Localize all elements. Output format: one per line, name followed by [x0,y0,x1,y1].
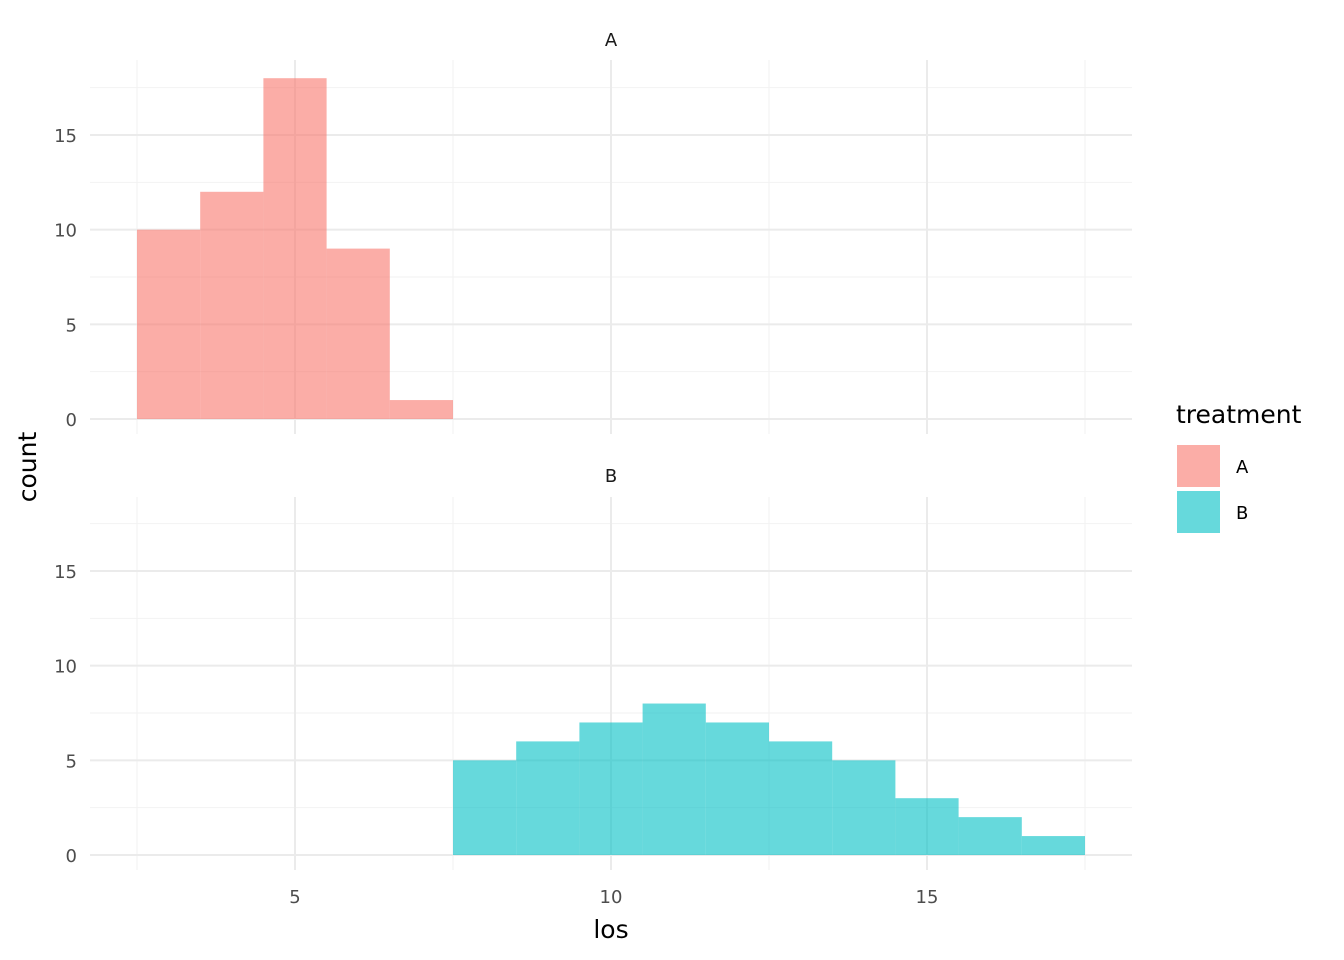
legend-label: A [1236,457,1249,478]
legend-title: treatment [1176,400,1302,429]
histogram-bar [453,760,517,855]
histogram-bar [958,817,1022,855]
y-axis-title: count [13,432,42,503]
legend-key-B [1177,491,1220,533]
histogram-bar [516,741,580,855]
histogram-bar [705,722,769,855]
histogram-bar [326,248,390,419]
y-tick-label: 5 [66,751,77,772]
y-tick-label: 15 [54,562,77,583]
legend: treatment A B [1176,400,1302,533]
histogram-bar [769,741,833,855]
panels-layer: 0 5 10 15 A 0 5 10 15 B [54,30,1132,870]
y-tick-label: 15 [54,126,77,147]
y-tick-label: 10 [54,657,77,678]
legend-label: B [1236,503,1248,524]
panel-A: 0 5 10 15 A [54,30,1132,434]
legend-key-A [1177,445,1220,487]
x-tick-label: 5 [289,887,300,908]
histogram-bar [895,798,959,855]
x-tick-label: 10 [600,887,623,908]
histogram-bar [1021,836,1085,855]
y-tick-label: 5 [66,315,77,336]
y-tick-label: 10 [54,221,77,242]
histogram-bar [389,400,453,419]
x-axis: 5 10 15 [289,887,938,908]
panel-B: 0 5 10 15 B [54,466,1132,870]
histogram-bar [263,78,327,419]
histogram-bar [832,760,896,855]
y-tick-label: 0 [66,846,77,867]
x-axis-title: los [593,915,628,944]
histogram-bar [642,703,706,855]
facet-strip-label: B [605,466,617,487]
histogram-bar [200,191,264,419]
histogram-bar [137,229,201,419]
facet-strip-label: A [605,30,618,51]
y-tick-label: 0 [66,410,77,431]
histogram-bar [579,722,643,855]
x-tick-label: 15 [916,887,939,908]
